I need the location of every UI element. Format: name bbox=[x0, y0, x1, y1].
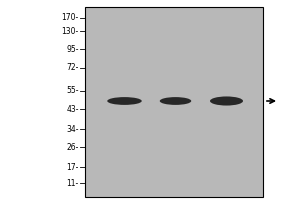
Text: kDa: kDa bbox=[68, 0, 84, 2]
Ellipse shape bbox=[160, 97, 191, 105]
Text: 26-: 26- bbox=[67, 142, 79, 152]
Text: 72-: 72- bbox=[67, 64, 79, 72]
Text: 1: 1 bbox=[122, 0, 128, 2]
Text: 55-: 55- bbox=[66, 86, 79, 95]
Text: 17-: 17- bbox=[67, 162, 79, 171]
Text: 11-: 11- bbox=[67, 178, 79, 188]
Text: 3: 3 bbox=[224, 0, 230, 2]
Text: 95-: 95- bbox=[66, 45, 79, 53]
Text: 34-: 34- bbox=[66, 124, 79, 134]
Ellipse shape bbox=[107, 97, 142, 105]
FancyBboxPatch shape bbox=[85, 7, 262, 197]
Text: 2: 2 bbox=[172, 0, 178, 2]
Text: 170-: 170- bbox=[62, 14, 79, 22]
Ellipse shape bbox=[210, 96, 243, 106]
Text: 130-: 130- bbox=[62, 26, 79, 36]
Text: 43-: 43- bbox=[66, 104, 79, 114]
